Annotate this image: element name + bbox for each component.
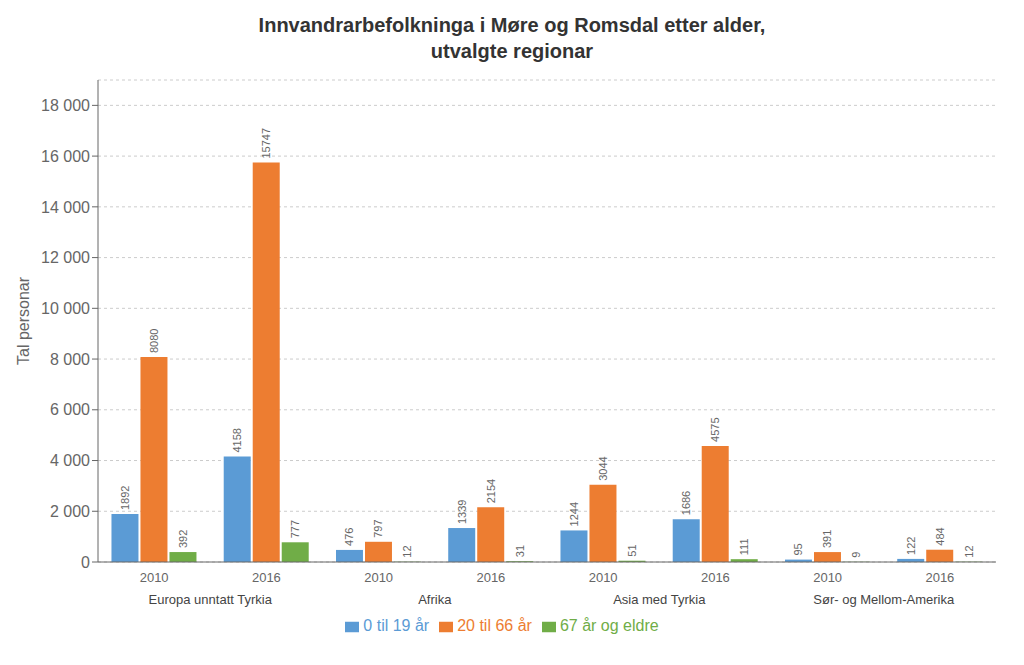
svg-text:16 000: 16 000 [41, 148, 90, 165]
html-text:0 til 19 år: 0 til 19 år [363, 617, 430, 634]
svg-text:15747: 15747 [260, 128, 272, 159]
svg-text:6 000: 6 000 [50, 401, 90, 418]
svg-text:12: 12 [963, 545, 975, 557]
svg-text:2016: 2016 [252, 570, 281, 585]
svg-text:2010: 2010 [140, 570, 169, 585]
svg-text:392: 392 [177, 530, 189, 548]
svg-text:Afrika: Afrika [418, 592, 452, 607]
svg-text:111: 111 [738, 538, 750, 555]
svg-text:4 000: 4 000 [50, 452, 90, 469]
svg-text:2010: 2010 [364, 570, 393, 585]
svg-text:777: 777 [289, 520, 301, 538]
svg-text:2154: 2154 [485, 479, 497, 503]
svg-text:51: 51 [626, 544, 638, 556]
html-text:Innvandrarbefolkninga i Møre o: Innvandrarbefolkninga i Møre og Romsdal … [258, 14, 766, 62]
svg-text:Tal personar: Tal personar [15, 276, 32, 365]
svg-text:0: 0 [81, 554, 90, 571]
svg-text:122: 122 [905, 537, 917, 555]
svg-text:797: 797 [372, 519, 384, 537]
svg-text:12: 12 [401, 545, 413, 557]
svg-text:2010: 2010 [813, 570, 842, 585]
svg-text:12 000: 12 000 [41, 249, 90, 266]
svg-text:3044: 3044 [597, 456, 609, 480]
svg-text:2010: 2010 [589, 570, 618, 585]
svg-text:31: 31 [514, 545, 526, 557]
svg-text:10 000: 10 000 [41, 300, 90, 317]
svg-text:1339: 1339 [456, 500, 468, 524]
svg-text:4158: 4158 [231, 428, 243, 452]
svg-text:391: 391 [821, 530, 833, 548]
svg-text:1892: 1892 [119, 486, 131, 510]
svg-text:2016: 2016 [701, 570, 730, 585]
html-text:67 år og eldre: 67 år og eldre [559, 617, 659, 634]
svg-text:1244: 1244 [568, 502, 580, 526]
svg-text:8 000: 8 000 [50, 351, 90, 368]
svg-text:2016: 2016 [925, 570, 954, 585]
svg-text:484: 484 [934, 527, 946, 545]
html-text:20 til 66 år: 20 til 66 år [457, 617, 532, 634]
svg-text:1686: 1686 [680, 491, 692, 515]
svg-text:476: 476 [343, 528, 355, 546]
svg-text:2016: 2016 [476, 570, 505, 585]
svg-text:18 000: 18 000 [41, 97, 90, 114]
svg-text:8080: 8080 [148, 329, 160, 353]
svg-text:Europa unntatt Tyrkia: Europa unntatt Tyrkia [149, 592, 273, 607]
svg-text:Asia med Tyrkia: Asia med Tyrkia [613, 592, 706, 607]
svg-text:14 000: 14 000 [41, 199, 90, 216]
svg-text:9: 9 [850, 552, 862, 558]
svg-text:4575: 4575 [709, 417, 721, 441]
svg-text:95: 95 [792, 543, 804, 555]
svg-text:2 000: 2 000 [50, 503, 90, 520]
svg-text:Sør- og Mellom-Amerika: Sør- og Mellom-Amerika [813, 592, 955, 607]
